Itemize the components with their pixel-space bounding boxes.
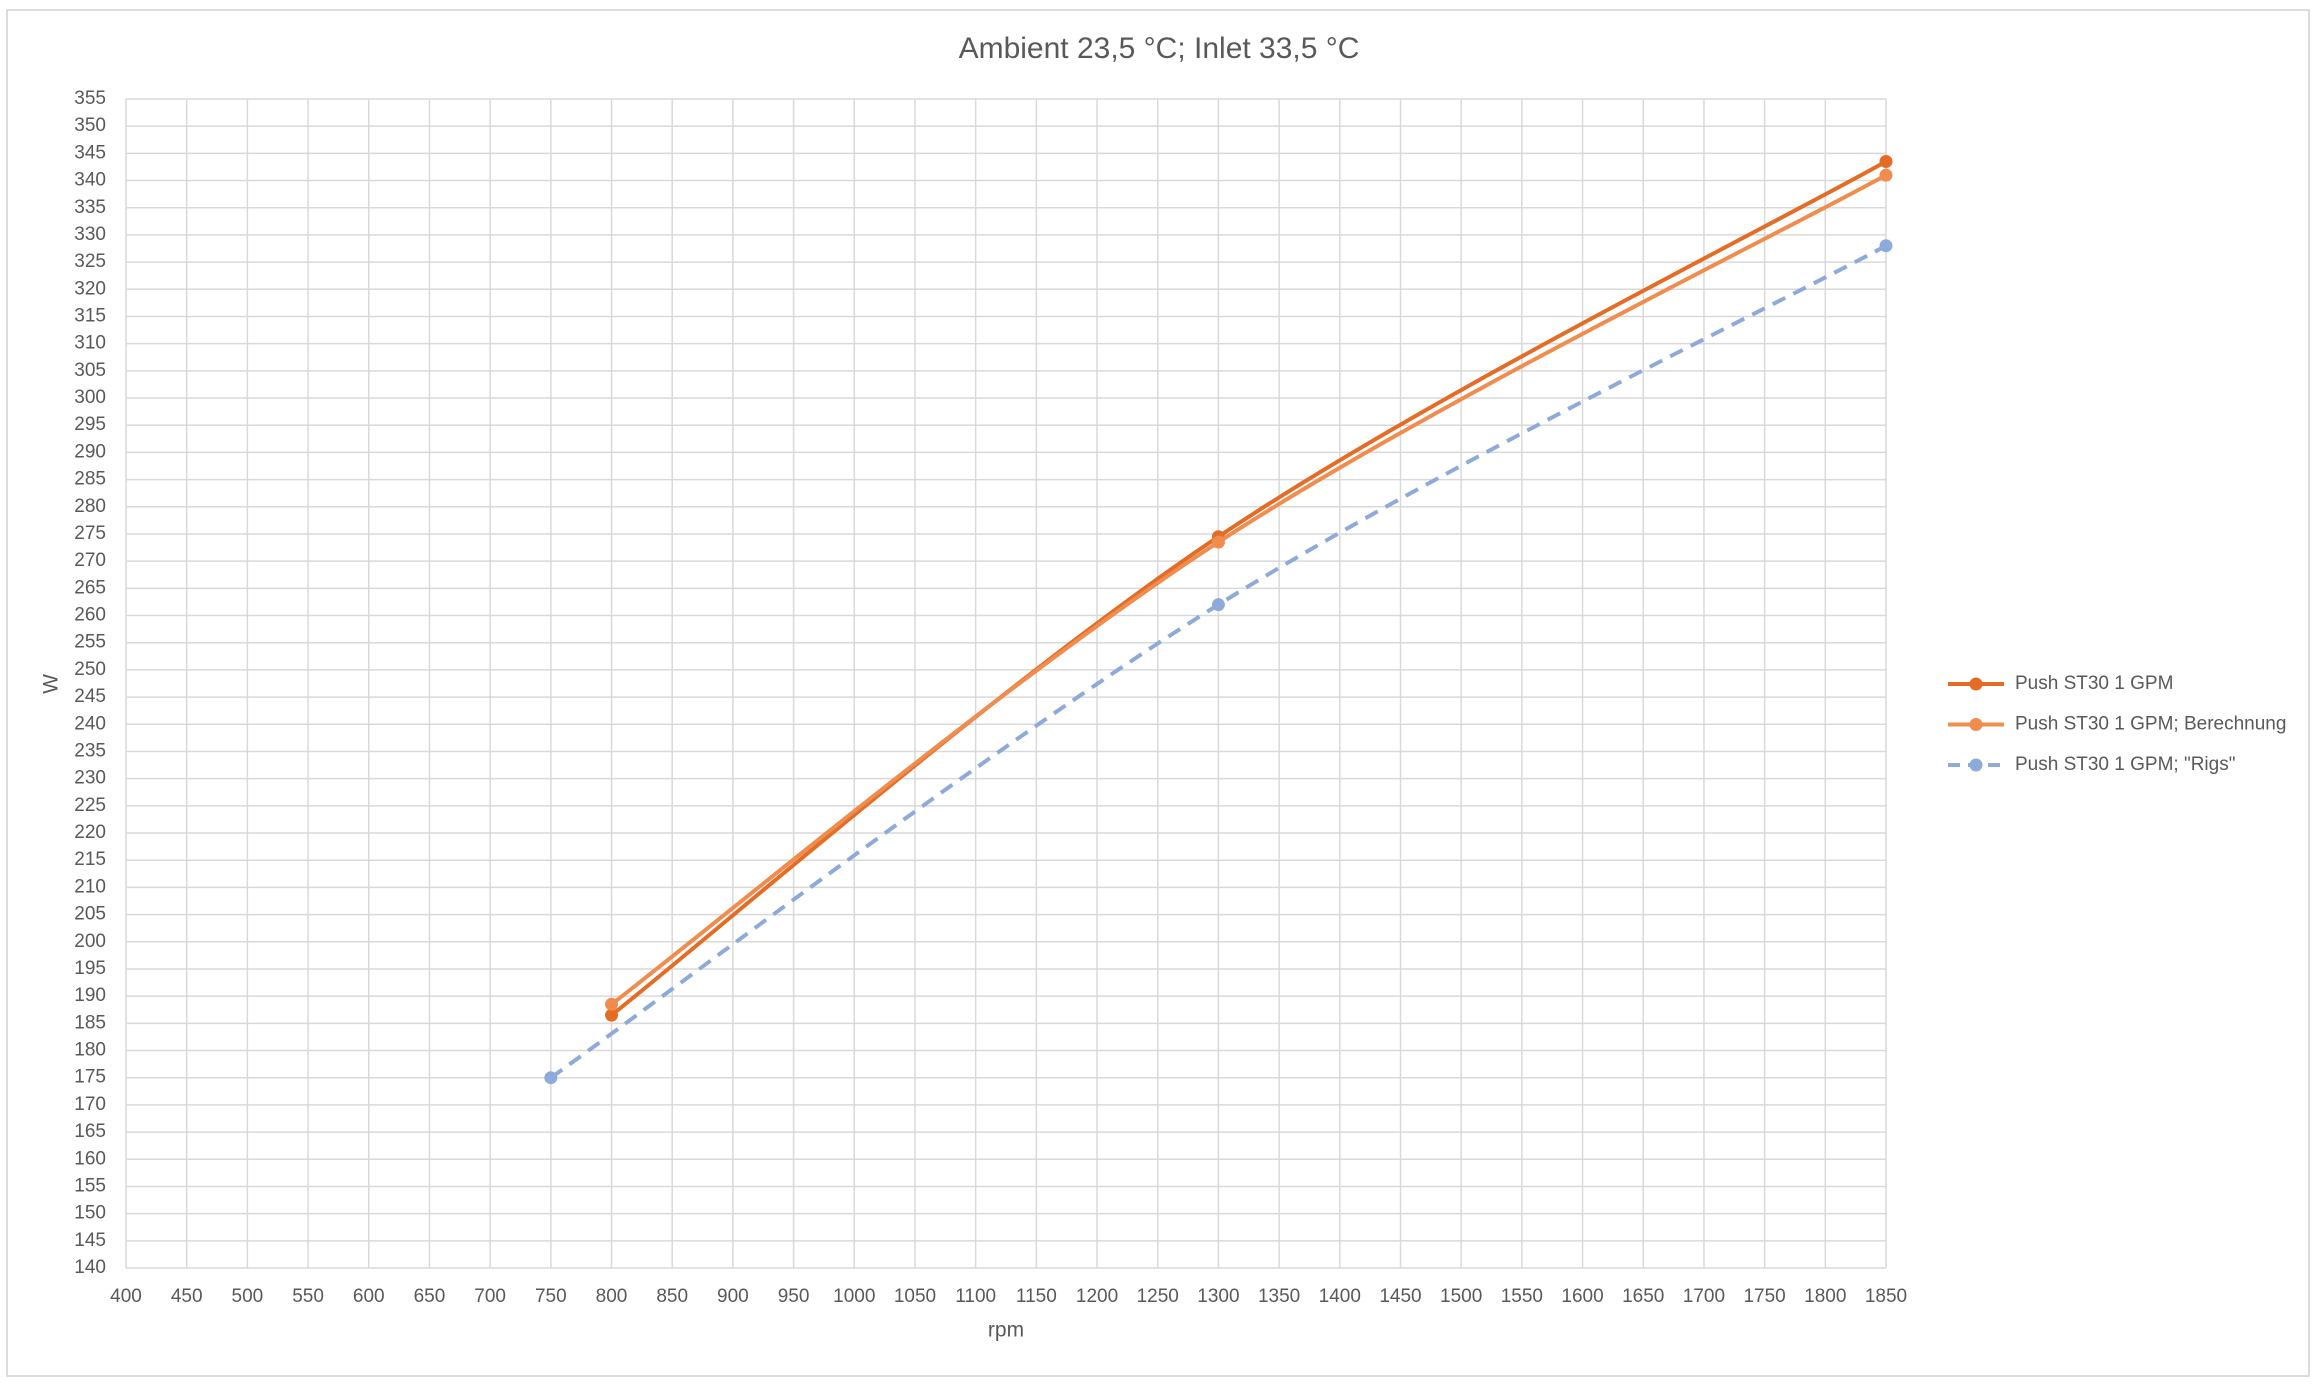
y-tick-label: 355 [74, 88, 106, 109]
x-tick-label: 1450 [1379, 1286, 1421, 1307]
x-tick-label: 400 [110, 1286, 142, 1307]
x-tick-label: 1350 [1258, 1286, 1300, 1307]
x-tick-label: 1500 [1440, 1286, 1482, 1307]
y-tick-label: 270 [74, 550, 106, 571]
y-tick-label: 220 [74, 822, 106, 843]
x-axis-label: rpm [988, 1319, 1024, 1342]
x-tick-label: 1850 [1865, 1286, 1907, 1307]
y-tick-label: 305 [74, 360, 106, 381]
y-tick-label: 330 [74, 224, 106, 245]
x-tick-label: 1600 [1561, 1286, 1603, 1307]
x-tick-label: 1650 [1622, 1286, 1664, 1307]
data-point [1879, 168, 1893, 182]
y-tick-label: 240 [74, 713, 106, 734]
data-point [1879, 239, 1893, 253]
legend-marker [1969, 718, 1983, 731]
x-tick-label: 1100 [955, 1286, 996, 1307]
y-tick-label: 245 [74, 686, 106, 707]
x-tick-label: 950 [778, 1286, 810, 1307]
x-tick-label: 650 [414, 1286, 446, 1307]
y-tick-label: 200 [74, 931, 106, 952]
legend-label: Push ST30 1 GPM; "Rigs" [2015, 754, 2235, 775]
legend-marker [1969, 758, 1983, 772]
data-point [1211, 535, 1225, 549]
legend-marker [1969, 677, 1983, 691]
x-tick-label: 1400 [1319, 1286, 1361, 1307]
y-tick-label: 215 [74, 849, 106, 870]
y-tick-label: 260 [74, 605, 106, 626]
x-tick-label: 1700 [1683, 1286, 1725, 1307]
y-tick-label: 340 [74, 170, 106, 191]
y-tick-label: 325 [74, 251, 106, 272]
y-tick-label: 150 [74, 1203, 106, 1224]
y-tick-label: 315 [74, 306, 106, 327]
x-tick-label: 800 [596, 1286, 628, 1307]
y-tick-label: 300 [74, 387, 106, 408]
x-tick-label: 600 [353, 1286, 385, 1307]
x-tick-label: 1300 [1197, 1286, 1239, 1307]
x-tick-label: 900 [717, 1286, 749, 1307]
y-tick-label: 205 [74, 904, 106, 925]
y-tick-label: 210 [74, 876, 106, 897]
y-tick-label: 170 [74, 1094, 106, 1115]
y-tick-label: 145 [74, 1230, 106, 1251]
y-tick-label: 155 [74, 1175, 106, 1196]
y-tick-label: 335 [74, 197, 106, 218]
x-tick-label: 1050 [894, 1286, 936, 1307]
y-tick-label: 230 [74, 768, 106, 789]
y-tick-label: 265 [74, 577, 106, 598]
y-tick-label: 195 [74, 958, 106, 979]
y-tick-label: 140 [74, 1257, 106, 1278]
x-tick-label: 1200 [1076, 1286, 1118, 1307]
y-tick-label: 275 [74, 523, 106, 544]
y-tick-label: 185 [74, 1012, 106, 1033]
y-tick-label: 175 [74, 1067, 106, 1088]
x-tick-label: 850 [656, 1286, 688, 1307]
legend-label: Push ST30 1 GPM [2015, 673, 2173, 694]
data-point [605, 1008, 619, 1022]
y-tick-label: 285 [74, 469, 106, 490]
data-point [544, 1071, 558, 1085]
x-tick-label: 550 [292, 1286, 324, 1307]
chart-title: Ambient 23,5 °C; Inlet 33,5 °C [959, 32, 1360, 65]
y-tick-label: 295 [74, 414, 106, 435]
x-tick-label: 500 [232, 1286, 264, 1307]
y-tick-label: 235 [74, 740, 106, 761]
y-tick-label: 250 [74, 659, 106, 680]
y-tick-label: 180 [74, 1040, 106, 1061]
data-point [1211, 598, 1225, 612]
y-tick-label: 255 [74, 632, 106, 653]
x-tick-label: 1750 [1743, 1286, 1785, 1307]
x-tick-label: 1550 [1501, 1286, 1543, 1307]
y-tick-label: 165 [74, 1121, 106, 1142]
x-tick-label: 750 [535, 1286, 567, 1307]
y-tick-label: 290 [74, 441, 106, 462]
x-tick-label: 1000 [833, 1286, 875, 1307]
y-axis-label: W [40, 674, 63, 694]
y-tick-label: 280 [74, 496, 106, 517]
y-tick-label: 225 [74, 795, 106, 816]
data-point [1879, 155, 1893, 169]
x-tick-label: 450 [171, 1286, 203, 1307]
x-tick-label: 1150 [1016, 1286, 1057, 1307]
y-tick-label: 345 [74, 142, 106, 163]
legend-label: Push ST30 1 GPM; Berechnung [2015, 714, 2286, 735]
y-tick-label: 310 [74, 333, 106, 354]
y-tick-label: 160 [74, 1148, 106, 1169]
x-tick-label: 1800 [1804, 1286, 1846, 1307]
x-tick-label: 700 [474, 1286, 506, 1307]
data-point [605, 997, 619, 1011]
x-tick-label: 1250 [1137, 1286, 1179, 1307]
y-tick-label: 320 [74, 278, 106, 299]
y-tick-label: 190 [74, 985, 106, 1006]
y-tick-label: 350 [74, 115, 106, 136]
